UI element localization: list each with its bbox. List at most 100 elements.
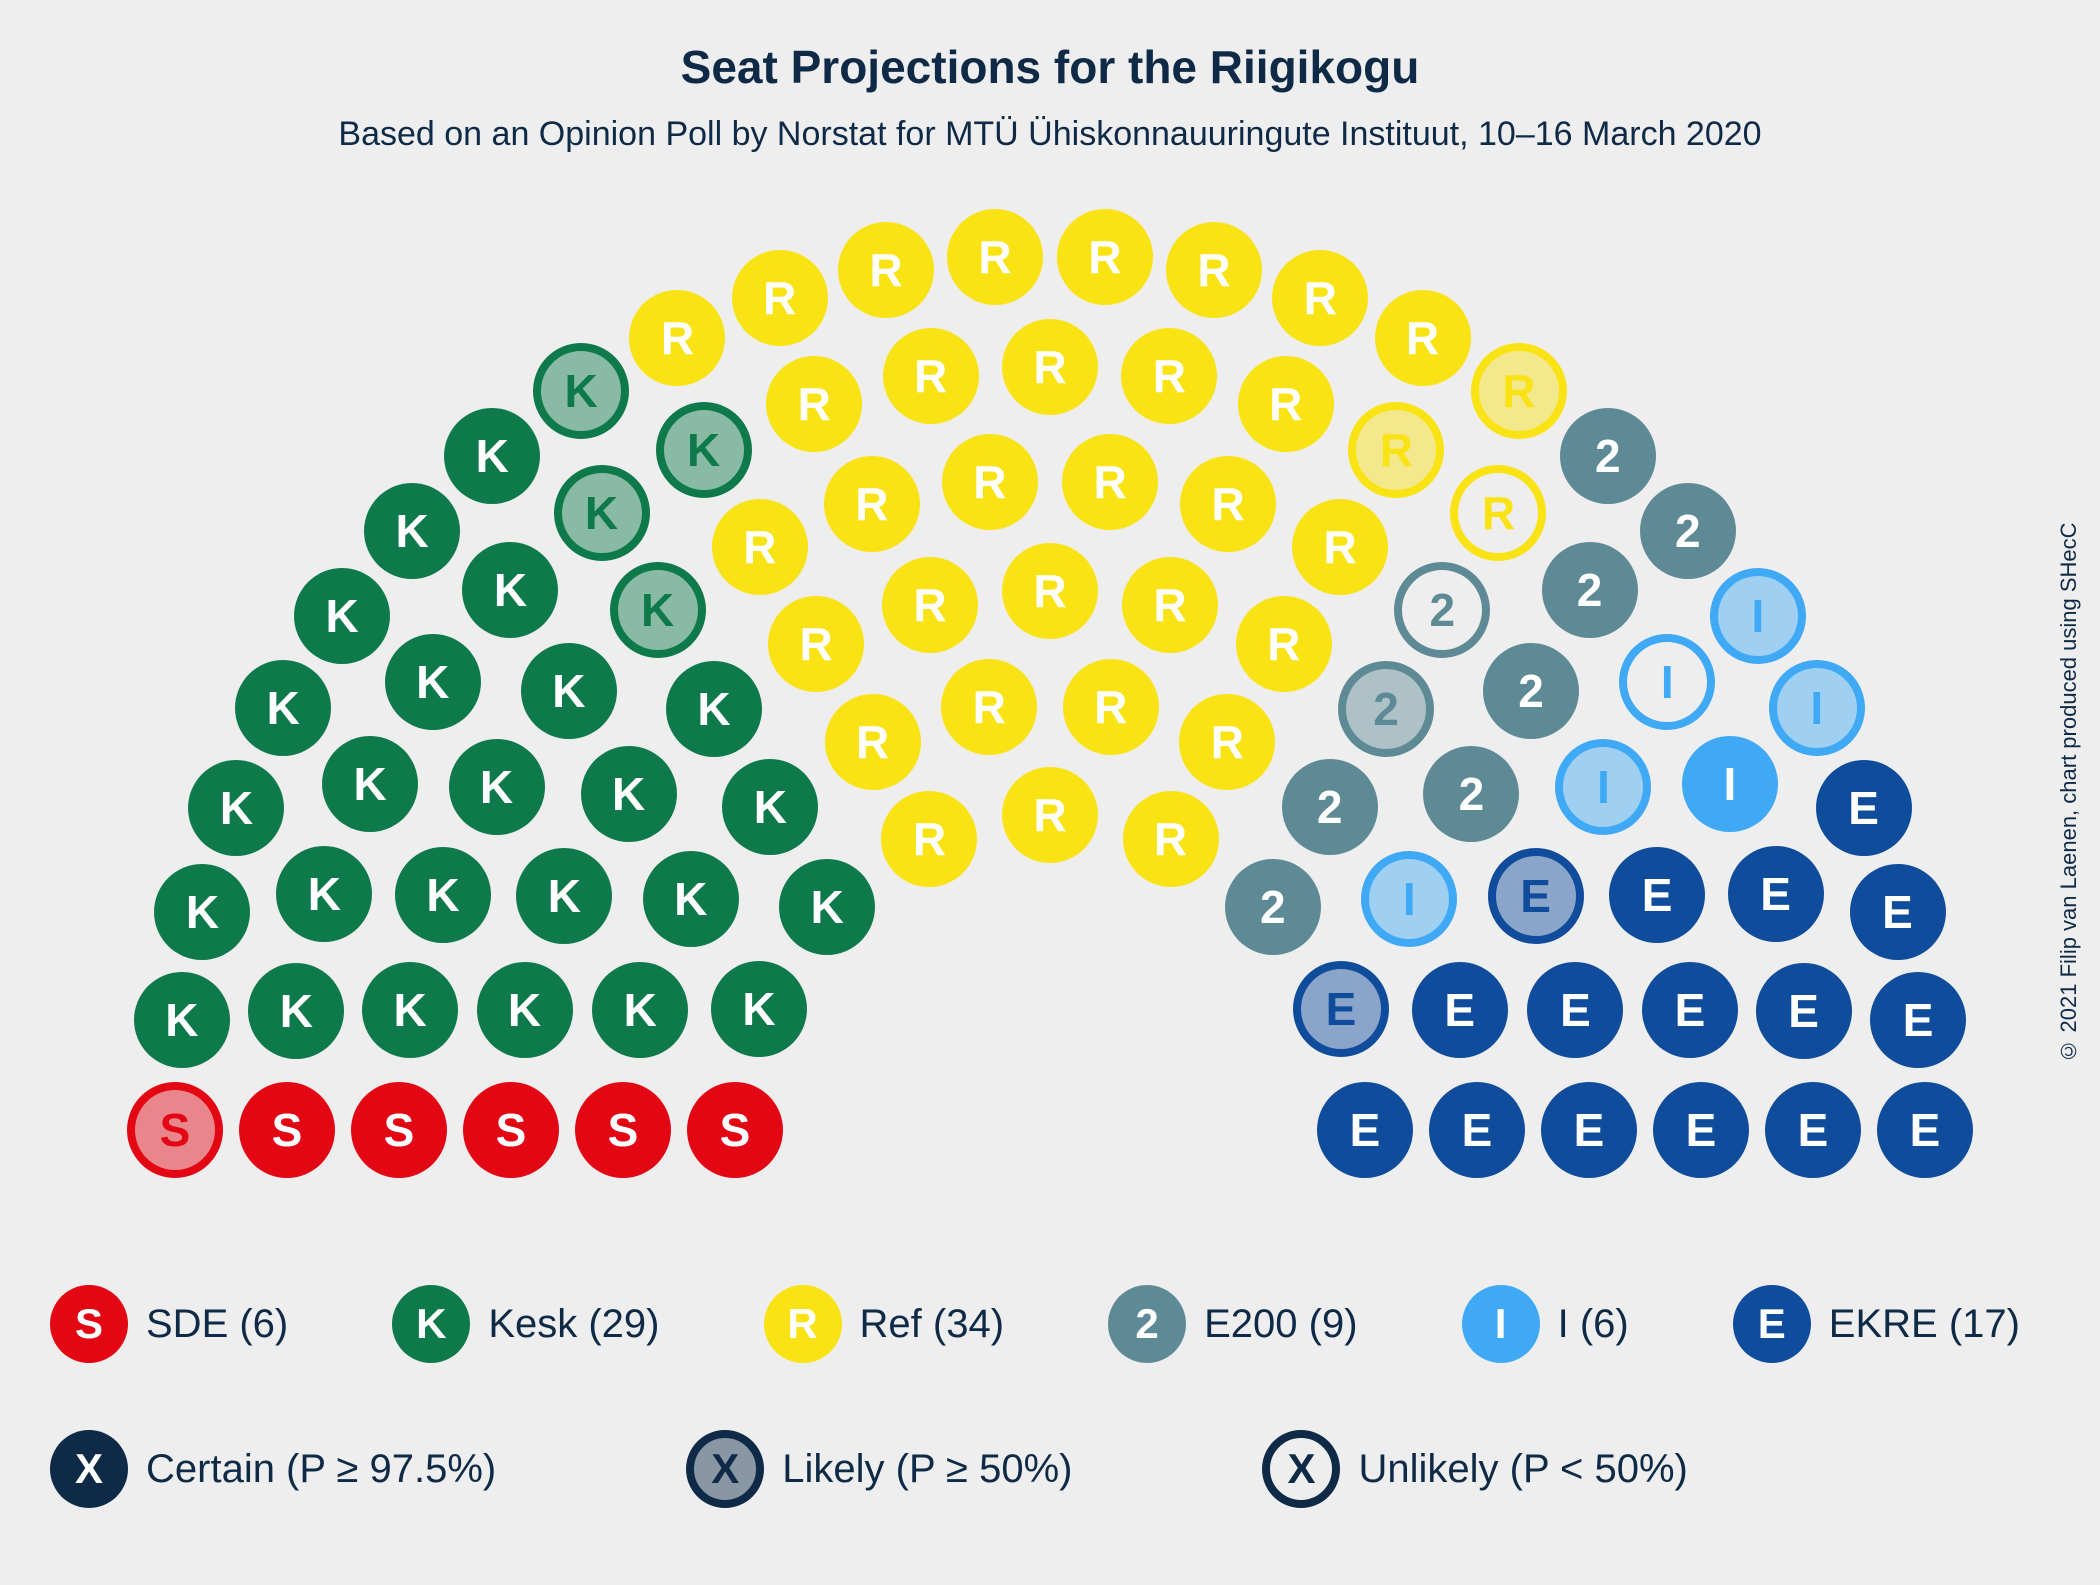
seat: S <box>687 1082 783 1178</box>
seat: 2 <box>1423 746 1519 842</box>
seat: 2 <box>1560 408 1656 504</box>
seat: R <box>947 209 1043 305</box>
legend-certainty: XCertain (P ≥ 97.5%)XLikely (P ≥ 50%)XUn… <box>50 1430 2050 1508</box>
seat: K <box>235 660 331 756</box>
seat: 2 <box>1542 542 1638 638</box>
seat: K <box>188 760 284 856</box>
seat: R <box>881 791 977 887</box>
legend-certainty-swatch: X <box>686 1430 764 1508</box>
seat: R <box>1166 222 1262 318</box>
legend-certainty-item: XUnlikely (P < 50%) <box>1262 1430 1687 1508</box>
legend-swatch: I <box>1462 1285 1540 1363</box>
seat: R <box>1063 659 1159 755</box>
legend-certainty-item: X Likely (P ≥ 50%) <box>686 1430 1072 1508</box>
seat: E <box>1765 1082 1861 1178</box>
seat: E <box>1653 1082 1749 1178</box>
seat: R <box>882 557 978 653</box>
seat: R <box>712 499 808 595</box>
seat: I <box>1555 739 1651 835</box>
legend-party-label: E200 (9) <box>1204 1302 1357 1347</box>
seat: R <box>1057 209 1153 305</box>
seat: R <box>1238 356 1334 452</box>
seat: E <box>1412 962 1508 1058</box>
legend-certainty-label: Likely (P ≥ 50%) <box>782 1447 1072 1492</box>
seat: I <box>1710 568 1806 664</box>
seat: E <box>1850 864 1946 960</box>
legend-swatch: 2 <box>1108 1285 1186 1363</box>
seat: E <box>1728 846 1824 942</box>
seat: K <box>711 961 807 1057</box>
seat: I <box>1682 736 1778 832</box>
seat: K <box>592 962 688 1058</box>
legend-parties: SSDE (6) K Kesk (29) R Ref (34) 2 E200 (9) I I (… <box>50 1285 2050 1363</box>
seat: K <box>610 562 706 658</box>
legend-party-item: K Kesk (29) <box>392 1285 659 1363</box>
seat: K <box>581 746 677 842</box>
legend-party-label: Kesk (29) <box>488 1302 659 1347</box>
seat: 2 <box>1225 859 1321 955</box>
seat: S <box>463 1082 559 1178</box>
legend-swatch: E <box>1733 1285 1811 1363</box>
seat: 2 <box>1394 562 1490 658</box>
seat: R <box>629 290 725 386</box>
seat: R <box>1123 791 1219 887</box>
seat: E <box>1609 847 1705 943</box>
legend-party-label: EKRE (17) <box>1829 1302 2020 1347</box>
seat: R <box>1179 694 1275 790</box>
seat: R <box>1180 456 1276 552</box>
seat: R <box>1292 499 1388 595</box>
seat: E <box>1488 848 1584 944</box>
seat: S <box>351 1082 447 1178</box>
legend-certainty-item: XCertain (P ≥ 97.5%) <box>50 1430 496 1508</box>
seat: E <box>1642 962 1738 1058</box>
seat: K <box>554 465 650 561</box>
seat: K <box>449 739 545 835</box>
legend-party-label: Ref (34) <box>860 1302 1005 1347</box>
seat: S <box>575 1082 671 1178</box>
seat: R <box>825 694 921 790</box>
seat: S <box>239 1082 335 1178</box>
seat: K <box>779 859 875 955</box>
seat: R <box>1450 465 1546 561</box>
seat: K <box>516 848 612 944</box>
legend-party-label: I (6) <box>1558 1302 1629 1347</box>
seat: S <box>127 1082 223 1178</box>
seat: K <box>656 402 752 498</box>
seat: 2 <box>1282 759 1378 855</box>
seat: E <box>1816 760 1912 856</box>
seat: K <box>154 864 250 960</box>
seat: I <box>1619 634 1715 730</box>
seat: K <box>395 847 491 943</box>
legend-certainty-swatch: X <box>1262 1430 1340 1508</box>
seat: K <box>276 846 372 942</box>
seat: K <box>364 483 460 579</box>
seat: R <box>1002 543 1098 639</box>
seat: I <box>1769 660 1865 756</box>
seat: K <box>322 736 418 832</box>
legend-swatch: R <box>764 1285 842 1363</box>
seat: R <box>1236 596 1332 692</box>
seat: E <box>1877 1082 1973 1178</box>
legend-party-item: SSDE (6) <box>50 1285 288 1363</box>
legend-certainty-swatch: X <box>50 1430 128 1508</box>
seat: E <box>1429 1082 1525 1178</box>
seat: R <box>732 250 828 346</box>
seat: I <box>1361 851 1457 947</box>
seat: R <box>1375 290 1471 386</box>
seat: K <box>521 643 617 739</box>
seat: R <box>824 456 920 552</box>
seat: R <box>1122 557 1218 653</box>
seat: E <box>1756 963 1852 1059</box>
seat: K <box>362 962 458 1058</box>
seat: E <box>1293 961 1389 1057</box>
seat: R <box>1471 343 1567 439</box>
legend-party-item: E EKRE (17) <box>1733 1285 2020 1363</box>
seat: R <box>1002 319 1098 415</box>
seat: R <box>1062 434 1158 530</box>
seat: 2 <box>1640 483 1736 579</box>
legend-party-item: 2 E200 (9) <box>1108 1285 1357 1363</box>
legend-swatch: K <box>392 1285 470 1363</box>
seat: 2 <box>1483 643 1579 739</box>
seat: R <box>1272 250 1368 346</box>
seat: E <box>1541 1082 1637 1178</box>
